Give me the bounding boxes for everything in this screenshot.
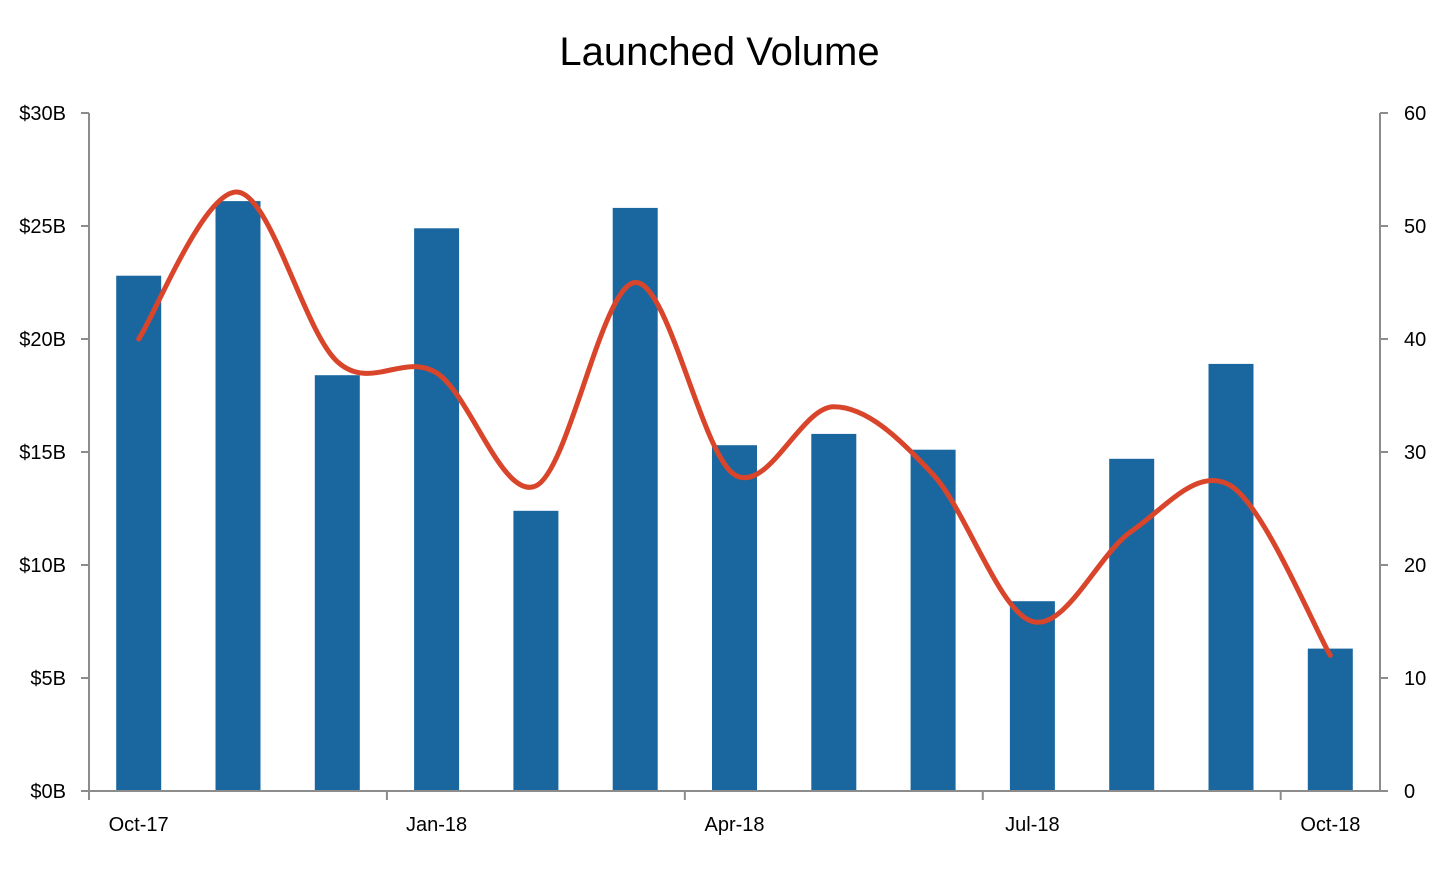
x-tick-label: Oct-18 [1300, 814, 1360, 836]
x-tick-label: Jul-18 [1005, 814, 1059, 836]
y-right-tick-label: 0 [1404, 781, 1415, 803]
bar-Dec-17 [314, 375, 360, 791]
bar-Nov-17 [215, 201, 261, 792]
y-right-tick-label: 50 [1404, 216, 1426, 238]
bar-Aug-18 [1109, 458, 1155, 791]
bar-Oct-18 [1307, 648, 1353, 791]
y-right-tick-label: 40 [1404, 329, 1426, 351]
bar-Jun-18 [910, 449, 956, 791]
bar-Jul-18 [1009, 601, 1055, 791]
y-right-tick-label: 20 [1404, 555, 1426, 577]
count-line [136, 189, 1333, 658]
bar-Sep-18 [1208, 363, 1254, 791]
y-left-tick-label: $5B [30, 668, 66, 690]
chart-title: Launched Volume [559, 30, 880, 74]
y-right-tick-label: 10 [1404, 668, 1426, 690]
bar-Apr-18 [712, 445, 757, 791]
y-left-tick-label: $10B [19, 555, 66, 577]
line-layer [136, 189, 1333, 658]
x-tick-label: Apr-18 [704, 814, 764, 836]
y-left-tick-label: $15B [19, 442, 66, 464]
bar-Oct-17 [116, 275, 162, 791]
bar-Feb-18 [513, 510, 559, 791]
axes-layer: $0B $5B $10B $15B $20B $25B $30B 0 10 20 30 40 50 60 O… [19, 103, 1426, 836]
x-tick-label: Jan-18 [406, 814, 467, 836]
y-right-tick-label: 60 [1404, 103, 1426, 125]
y-right-tick-label: 30 [1404, 442, 1426, 464]
y-left-tick-label: $20B [19, 329, 66, 351]
bars-layer [116, 201, 1353, 792]
bar-Mar-18 [612, 207, 658, 791]
y-left-tick-label: $25B [19, 216, 66, 238]
y-left-tick-label: $0B [30, 781, 66, 803]
x-tick-label: Oct-17 [109, 814, 169, 836]
bar-Jan-18 [414, 228, 460, 792]
bar-May-18 [811, 433, 857, 791]
y-left-tick-label: $30B [19, 103, 66, 125]
